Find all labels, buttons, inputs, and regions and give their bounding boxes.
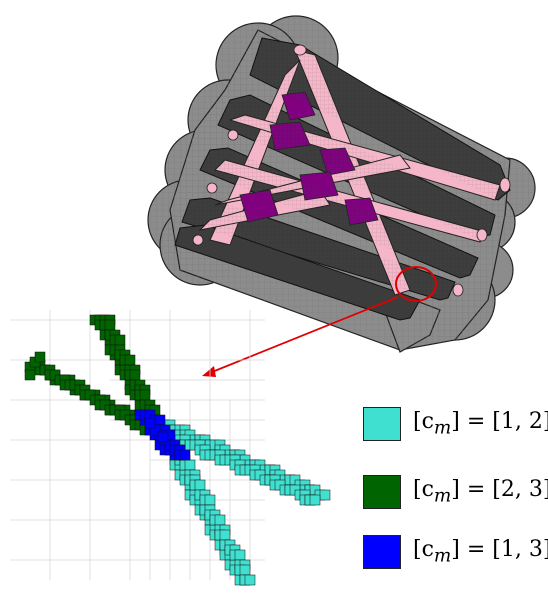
blue-cell xyxy=(154,414,166,426)
green-cell xyxy=(114,334,126,346)
legend-item-green: [cm] = [2, 3] xyxy=(363,472,548,512)
blue-cell xyxy=(157,431,169,443)
legend-swatch-cyan xyxy=(363,407,401,441)
blue-cell xyxy=(144,417,156,429)
legend-swatch-blue xyxy=(363,535,401,569)
band-mesh xyxy=(182,38,510,300)
green-cell xyxy=(124,354,136,366)
cyan-cell xyxy=(204,494,216,506)
green-cell xyxy=(24,369,36,381)
legend-swatch-green xyxy=(363,475,401,509)
cyan-cell xyxy=(219,529,231,541)
legend-label-blue: [cm] = [1, 3] xyxy=(413,537,548,567)
green-cell xyxy=(34,351,46,363)
zoomed-mesh xyxy=(10,310,331,586)
top-mesh-figure xyxy=(147,15,536,353)
cyan-cell xyxy=(184,459,196,471)
cells-blue xyxy=(134,409,191,461)
legend-item-cyan: [cm] = [1, 2] xyxy=(363,404,548,444)
zoom-arrow xyxy=(202,296,399,377)
cyan-cell xyxy=(194,479,206,491)
green-cell xyxy=(129,369,141,381)
legend-label-green: [cm] = [2, 3] xyxy=(413,477,548,507)
cyan-cell xyxy=(319,489,331,501)
green-cell xyxy=(139,389,151,401)
band-end-caps xyxy=(192,44,511,297)
cyan-cell xyxy=(244,574,256,586)
legend-label-cyan: [cm] = [1, 2] xyxy=(413,409,548,439)
legend-item-blue: [cm] = [1, 3] xyxy=(363,532,548,572)
blue-cell xyxy=(179,449,191,461)
cyan-cell xyxy=(234,549,246,561)
cyan-cell xyxy=(239,564,251,576)
highlight-circle xyxy=(395,266,437,302)
green-cell xyxy=(104,319,116,331)
cyan-cell xyxy=(309,494,321,506)
cyan-cell xyxy=(214,514,226,526)
